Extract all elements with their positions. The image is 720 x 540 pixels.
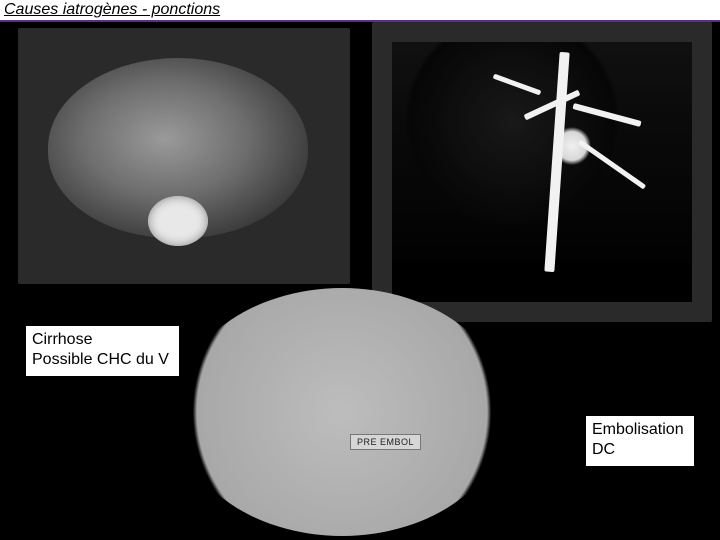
caption-right-line2: DC [592,440,684,460]
caption-right-line1: Embolisation [592,420,684,440]
slide-title: Causes iatrogènes - ponctions [4,1,220,19]
ct-axial-image [18,28,350,284]
caption-left-line2: Possible CHC du V [32,350,169,370]
angiography-image: PRE EMBOL [176,288,508,536]
ct-coronal-image [372,22,712,322]
caption-left: Cirrhose Possible CHC du V [26,326,179,376]
caption-right: Embolisation DC [586,416,694,466]
angio-overlay-label: PRE EMBOL [350,434,421,450]
caption-left-line1: Cirrhose [32,330,169,350]
title-bar: Causes iatrogènes - ponctions [0,0,720,22]
